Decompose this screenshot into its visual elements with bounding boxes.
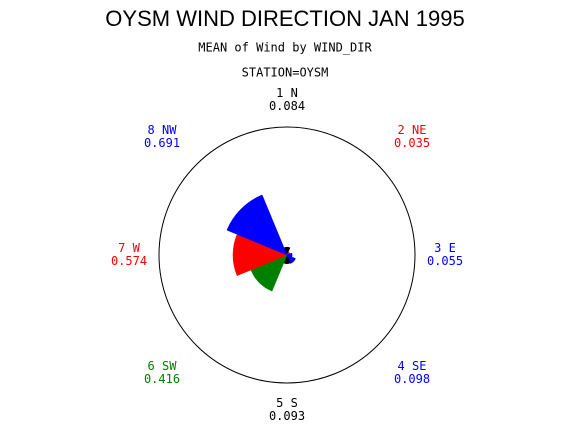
group-label: STATION=OYSM (242, 66, 329, 80)
category-label: 4 SE (398, 359, 427, 373)
outer-circle (158, 126, 416, 384)
category-label: 6 SW (148, 359, 178, 373)
value-label: 0.084 (269, 99, 305, 113)
wedge (226, 194, 288, 256)
category-label: 1 N (276, 86, 298, 100)
category-label: 3 E (434, 241, 456, 255)
value-label: 0.098 (394, 372, 430, 386)
value-label: 0.093 (269, 409, 305, 423)
value-label: 0.035 (394, 136, 430, 150)
chart-subtitle: MEAN of Wind by WIND_DIR (198, 41, 372, 55)
category-label: 5 S (276, 396, 298, 410)
value-label: 0.691 (144, 136, 180, 150)
value-label: 0.574 (111, 254, 147, 268)
category-label: 8 NW (148, 123, 178, 137)
category-label: 7 W (118, 241, 140, 255)
value-label: 0.055 (427, 254, 463, 268)
value-label: 0.416 (144, 372, 180, 386)
wedge (286, 254, 296, 264)
category-label: 2 NE (398, 123, 427, 137)
chart-title: OYSM WIND DIRECTION JAN 1995 (105, 6, 464, 31)
